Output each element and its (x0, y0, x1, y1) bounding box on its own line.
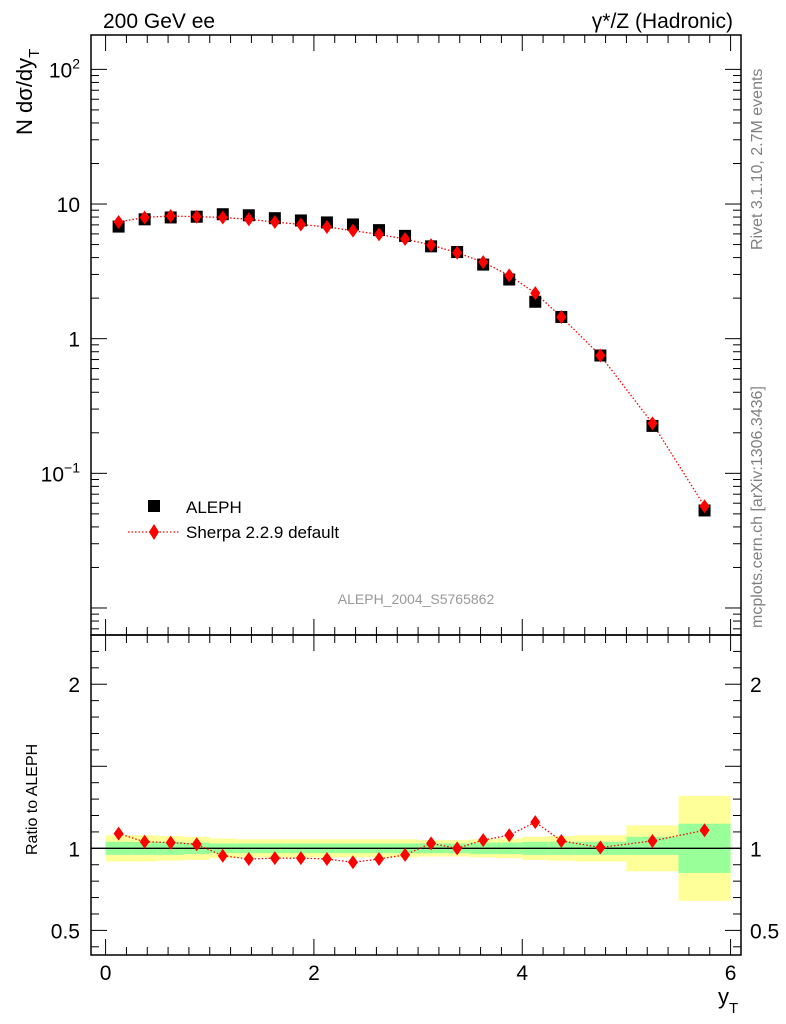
ratio-sherpa-point (374, 852, 385, 866)
ratio-sherpa-point (165, 835, 176, 850)
ratio-x-tick-label: 6 (725, 962, 737, 985)
ratio-sherpa-point (556, 833, 567, 848)
ratio-sherpa-point (217, 848, 228, 863)
sherpa-point (595, 348, 606, 363)
ratio-x-tick-label: 0 (100, 962, 112, 985)
sherpa-point (504, 268, 515, 283)
sherpa-point (113, 215, 124, 230)
plot-title-left: 200 GeV ee (103, 10, 215, 33)
ratio-sherpa-point (699, 823, 710, 838)
x-axis-label: yT (718, 984, 738, 1017)
sherpa-point (217, 210, 228, 225)
main-y-axis-label: N dσ/dyT (12, 49, 43, 135)
ratio-sherpa-point (595, 840, 606, 855)
title-process-detail: (Hadronic) (629, 10, 733, 33)
sherpa-point (478, 255, 489, 270)
sherpa-point (139, 210, 150, 225)
main-panel-frame (90, 34, 742, 636)
ratio-sherpa-point (321, 852, 332, 866)
ratio-panel (91, 795, 741, 901)
main-y-tick-label: 1 (68, 329, 80, 352)
sherpa-line (118, 215, 706, 507)
main-y-tick-label-base: 10 (57, 194, 80, 217)
ratio-sherpa-point (243, 852, 254, 866)
main-y-tick-label-base: 10 (41, 463, 64, 486)
ratio-x-tick-label: 4 (516, 962, 528, 985)
sherpa-point (374, 227, 385, 242)
ratio-sherpa-point (400, 847, 411, 862)
ratio-sherpa-point (452, 841, 463, 856)
sherpa-point (699, 499, 710, 514)
sherpa-point (647, 416, 658, 431)
sherpa-point (347, 223, 358, 238)
sherpa-point (426, 238, 437, 253)
sherpa-point (269, 215, 280, 230)
legend: ALEPH Sherpa 2.2.9 default (128, 498, 339, 542)
ratio-sherpa-point (113, 826, 124, 841)
sherpa-point (165, 208, 176, 223)
sherpa-point (400, 231, 411, 246)
main-y-tick-label-base: 10 (49, 59, 72, 82)
ratio-y-tick-label-right: 0.5 (750, 920, 779, 943)
sherpa-point (452, 245, 463, 260)
ratio-panel-frame (90, 634, 742, 956)
ratio-x-tick-label: 2 (308, 962, 320, 985)
sherpa-point (321, 220, 332, 235)
main-y-tick-label-base: 1 (68, 329, 80, 352)
ratio-sherpa-point (478, 833, 489, 848)
main-y-tick-label: 10 (57, 194, 80, 217)
title-process: γ*/Z (592, 10, 630, 33)
main-y-axis-label-sub: T (26, 49, 43, 58)
plot-title-right: γ*/Z (Hadronic) (592, 10, 733, 33)
main-y-tick-label-exp: 2 (72, 55, 80, 71)
sherpa-point (191, 209, 202, 224)
main-y-tick-label: 102 (49, 55, 80, 82)
legend-marker-aleph (148, 500, 160, 512)
ratio-y-tick-label-right: 1 (750, 838, 762, 861)
main-y-tick-label: 10−1 (41, 459, 81, 486)
x-axis-label-sub: T (729, 1000, 738, 1017)
ratio-sherpa-point (295, 851, 306, 866)
analysis-tag: ALEPH_2004_S5765862 (338, 591, 495, 607)
ratio-sherpa-point (647, 833, 658, 848)
ratio-sherpa-point (530, 815, 541, 830)
sherpa-point (530, 286, 541, 301)
main-panel (112, 208, 711, 517)
sherpa-point (295, 217, 306, 232)
legend-label-aleph: ALEPH (186, 498, 242, 517)
aleph-point (529, 295, 542, 308)
ratio-sherpa-point (426, 836, 437, 851)
ratio-y-axis-label: Ratio to ALEPH (24, 744, 41, 855)
sherpa-point (243, 212, 254, 227)
legend-marker-sherpa (149, 524, 159, 540)
ratio-y-tick-label-left: 2 (68, 674, 80, 697)
ratio-sherpa-point (269, 851, 280, 866)
ratio-y-tick-label-left: 1 (68, 838, 80, 861)
ratio-sherpa-line (118, 821, 705, 863)
ratio-y-tick-label-right: 2 (750, 674, 762, 697)
mcplots-label: mcplots.cern.ch [arXiv:1306.3436] (749, 386, 766, 628)
ratio-sherpa-point (504, 828, 515, 843)
ratio-sherpa-point (139, 834, 150, 849)
ratio-sherpa-point (347, 855, 358, 870)
main-y-tick-label-exp: −1 (64, 459, 80, 475)
ratio-sherpa-point (191, 837, 202, 852)
x-axis-label-text: y (718, 984, 729, 1009)
legend-label-sherpa: Sherpa 2.2.9 default (186, 523, 339, 542)
ratio-y-tick-label-left: 0.5 (51, 920, 80, 943)
sherpa-point (556, 309, 567, 324)
rivet-label: Rivet 3.1.10, 2.7M events (749, 69, 766, 250)
main-y-axis-label-text: N dσ/dy (12, 58, 37, 135)
